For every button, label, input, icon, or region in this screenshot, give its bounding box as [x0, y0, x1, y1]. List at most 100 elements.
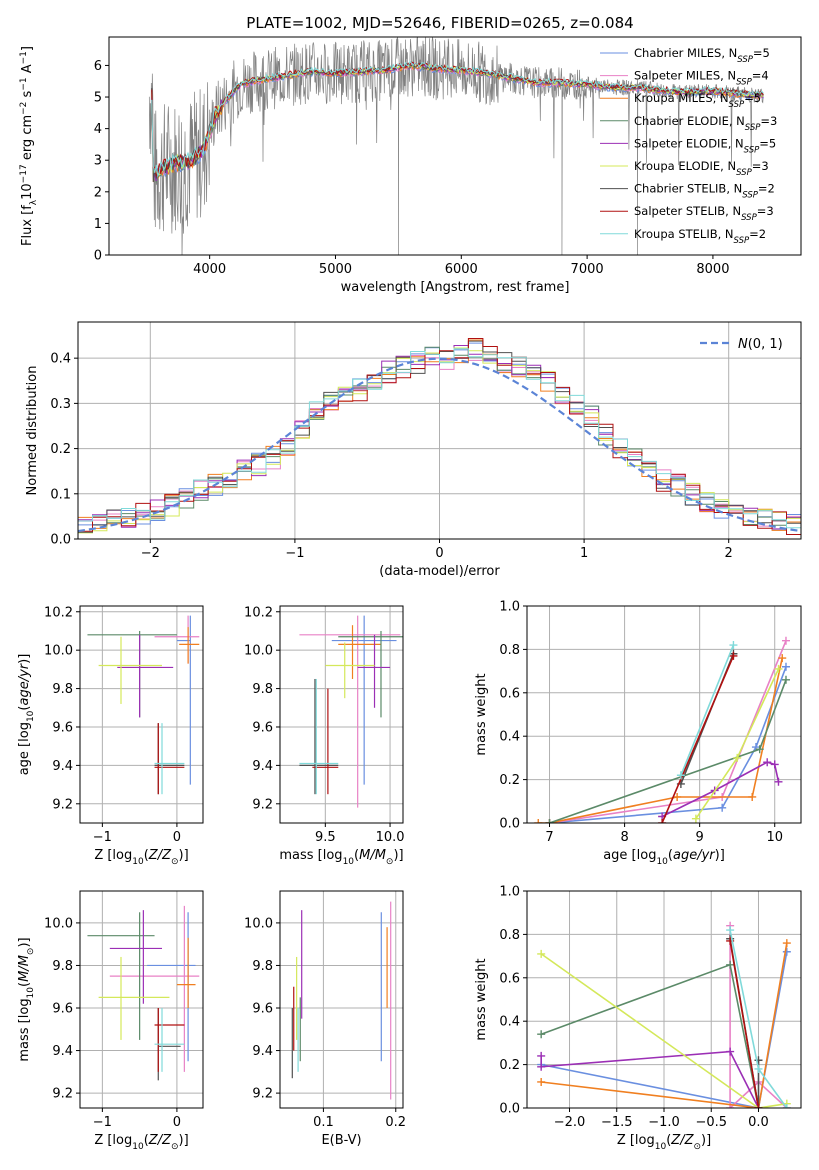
axes-frame — [79, 890, 204, 1109]
label-part: 10 — [20, 183, 35, 200]
label-part: )] — [393, 848, 403, 863]
legend-entry: Chabrier MILES, NSSP=5 — [634, 46, 770, 65]
label-part: 10 — [655, 1142, 667, 1152]
legend-value: =2 — [749, 227, 766, 241]
x-tick-label: 10.0 — [376, 830, 405, 845]
data-point-marker — [537, 1062, 546, 1071]
legend-entry: N(0, 1) — [738, 337, 783, 352]
x-axis-label: (data-model)/error — [379, 564, 500, 579]
legend-value: =5 — [744, 91, 761, 105]
label-part: ⊙ — [171, 857, 179, 867]
y-tick-label: 3 — [94, 154, 102, 169]
legend-text: Chabrier ELODIE, N — [634, 114, 745, 128]
label-part: ( — [17, 706, 32, 711]
data-point-marker — [774, 777, 783, 786]
label-part: )] — [17, 937, 32, 947]
y-tick-label: 10.0 — [44, 644, 73, 659]
data-point-marker — [781, 662, 790, 671]
y-axis-label: Flux [fλ10−17 erg cm−2 s−1 A−1] — [19, 46, 39, 246]
data-point-marker — [733, 753, 742, 762]
legend-subscript: SSP — [742, 191, 758, 201]
legend-subscript: SSP — [729, 100, 745, 110]
data-point-marker — [781, 636, 790, 645]
residual-histogram — [78, 346, 801, 526]
data-point-marker — [782, 939, 791, 948]
x-tick-label: −2.0 — [554, 1115, 586, 1130]
x-tick-label: 5000 — [319, 262, 352, 277]
y-tick-label: 1 — [94, 217, 102, 232]
x-tick-label: 0 — [173, 1115, 181, 1130]
label-part: Z — [684, 1133, 695, 1148]
data-point-marker — [754, 1064, 763, 1073]
x-tick-label: 7 — [545, 830, 553, 845]
label-part: Z [log — [94, 1133, 132, 1148]
x-tick-label: 9 — [696, 830, 704, 845]
y-tick-label: 10.0 — [244, 644, 273, 659]
data-point-marker — [781, 675, 790, 684]
label-part: Z [log — [617, 1133, 655, 1148]
label-part: ⊙ — [171, 1142, 179, 1152]
y-axis-label: age [log10(age/yr)] — [17, 654, 36, 776]
label-part: )] — [179, 848, 189, 863]
label-part: s — [20, 90, 35, 101]
label-part: M — [17, 971, 32, 982]
mass-weight-line — [729, 940, 760, 1108]
label-part: −17 — [19, 164, 29, 183]
x-tick-label: 0.1 — [313, 1115, 334, 1130]
y-tick-label: 0.4 — [50, 352, 71, 367]
label-part: 10 — [343, 857, 355, 867]
label-part: / — [157, 1133, 164, 1148]
x-tick-label: 8000 — [696, 262, 729, 277]
x-tick-label: −1 — [93, 1115, 112, 1130]
label-part: N — [738, 337, 748, 352]
x-tick-label: 4000 — [193, 262, 226, 277]
label-part: 10 — [132, 1142, 144, 1152]
legend-subscript: SSP — [737, 55, 753, 65]
legend-subscript: SSP — [741, 213, 757, 223]
label-part: / — [17, 965, 32, 972]
plot-data — [87, 905, 200, 1081]
y-tick-label: 10.0 — [44, 916, 73, 931]
legend-value: =4 — [752, 69, 769, 83]
y-tick-label: 9.4 — [252, 759, 273, 774]
label-part: ( — [354, 848, 359, 863]
axes-frame — [79, 605, 204, 824]
x-tick-label: −1.0 — [648, 1115, 680, 1130]
label-part: wavelength [Angstrom, rest frame] — [341, 280, 570, 295]
axes-frame — [279, 890, 404, 1109]
y-tick-label: 9.8 — [252, 959, 273, 974]
label-part: / — [679, 1133, 686, 1148]
legend-entry: Kroupa MILES, NSSP=5 — [634, 91, 761, 110]
data-point-marker — [534, 819, 543, 823]
y-tick-label: 1.0 — [499, 600, 520, 615]
mass-weight-line — [540, 1050, 760, 1108]
label-part: −2 — [19, 102, 29, 115]
mass-weight-vs-metallicity-panel: −2.0 −1.5 −1.0 −0.5 0.0 0.0 0.2 0.4 0.6 0.8 1.0 Z [… — [474, 885, 802, 1152]
data-point-marker — [774, 664, 783, 673]
label-part: 10 — [656, 857, 668, 867]
y-tick-label: 5 — [94, 91, 102, 106]
x-tick-label: −2 — [141, 546, 160, 561]
y-tick-label: 10.2 — [44, 605, 73, 620]
plot-data — [299, 615, 403, 808]
label-part: yr — [701, 848, 717, 863]
y-tick-label: 0.3 — [50, 397, 71, 412]
mass-vs-metallicity-panel: −1 09.29.49.69.810.0Z [log10(Z/Z⊙)]mass [… — [17, 890, 204, 1152]
figure-title: PLATE=1002, MJD=52646, FIBERID=0265, z=0… — [246, 14, 633, 32]
data-point-marker — [748, 792, 757, 801]
residual-histogram — [78, 338, 801, 535]
x-axis-label: E(B-V) — [321, 1133, 361, 1148]
legend-value: =5 — [759, 136, 776, 150]
x-tick-label: 0.2 — [385, 1115, 406, 1130]
x-tick-label: 8 — [620, 830, 628, 845]
legend-entry: Salpeter STELIB, NSSP=3 — [634, 204, 774, 223]
y-tick-label: 0.0 — [499, 1102, 520, 1117]
x-axis-label: wavelength [Angstrom, rest frame] — [341, 280, 570, 295]
legend-text: Kroupa MILES, N — [634, 91, 729, 105]
legend-text: Chabrier MILES, N — [634, 46, 737, 60]
legend-entry: Chabrier ELODIE, NSSP=3 — [634, 114, 777, 133]
x-tick-label: 1 — [580, 546, 588, 561]
axes-frame — [108, 36, 802, 256]
data-point-marker — [537, 1051, 546, 1060]
